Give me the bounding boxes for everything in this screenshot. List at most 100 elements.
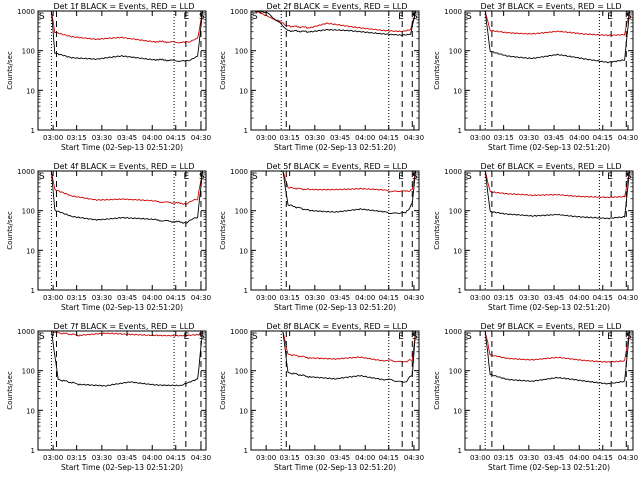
x-axis-label: Start Time (02-Sep-13 02:51:20) (488, 303, 610, 312)
y-axis-label: Counts/sec (433, 51, 441, 90)
y-tick-label: 10 (239, 247, 248, 255)
y-tick-label: 10 (453, 407, 462, 415)
x-tick-label: 04:15 (379, 134, 399, 142)
x-tick-label: 04:00 (142, 134, 162, 142)
marker-s-right: S (412, 332, 418, 342)
x-tick-label: 04:15 (593, 454, 613, 462)
x-tick-label: 03:30 (92, 294, 112, 302)
x-tick-label: 04:30 (191, 294, 211, 302)
series-lld-line (50, 11, 204, 44)
x-tick-label: 04:15 (379, 294, 399, 302)
marker-e-right: E (183, 172, 189, 182)
y-tick-label: 1000 (230, 328, 248, 336)
plot-frame (37, 170, 207, 291)
chart-title: Det 7f BLACK = Events, RED = LLD (53, 322, 194, 331)
marker-e-right: E (183, 12, 189, 22)
y-tick-label: 10 (239, 87, 248, 95)
series-lld-line (484, 331, 631, 363)
marker-e-right: E (607, 12, 613, 22)
x-tick-label: 03:45 (330, 454, 350, 462)
x-tick-label: 04:00 (142, 454, 162, 462)
x-tick-label: 04:00 (142, 294, 162, 302)
x-tick-label: 03:45 (330, 134, 350, 142)
y-tick-label: 10 (239, 407, 248, 415)
x-axis-label: Start Time (02-Sep-13 02:51:20) (61, 143, 183, 152)
series-events-line (282, 171, 417, 215)
y-tick-label: 1 (244, 127, 248, 135)
y-tick-label: 1000 (17, 8, 35, 16)
x-axis-label: Start Time (02-Sep-13 02:51:20) (274, 143, 396, 152)
x-tick-label: 03:15 (494, 134, 514, 142)
y-tick-label: 1 (458, 447, 462, 455)
y-tick-label: 1000 (17, 328, 35, 336)
series-lld-line (251, 11, 417, 33)
y-tick-label: 1000 (444, 168, 462, 176)
x-tick-label: 03:00 (43, 134, 63, 142)
y-tick-label: 100 (449, 208, 462, 216)
y-tick-label: 1 (31, 127, 35, 135)
x-tick-label: 04:30 (618, 294, 638, 302)
y-tick-label: 1000 (230, 168, 248, 176)
x-tick-label: 04:00 (569, 294, 589, 302)
series-events-line (282, 331, 417, 383)
chart-title: Det 5f BLACK = Events, RED = LLD (266, 162, 407, 171)
y-axis-label: Counts/sec (219, 211, 227, 250)
x-tick-label: 03:45 (544, 294, 564, 302)
y-axis-label: Counts/sec (219, 51, 227, 90)
y-tick-label: 10 (26, 407, 35, 415)
chart-title: Det 2f BLACK = Events, RED = LLD (266, 2, 407, 11)
chart-panel: Det 6f BLACK = Events, RED = LLD 1 10 100 10… (433, 162, 638, 312)
x-tick-label: 04:30 (404, 294, 424, 302)
y-tick-label: 100 (235, 48, 248, 56)
y-tick-label: 10 (26, 87, 35, 95)
x-tick-label: 04:15 (379, 454, 399, 462)
marker-s-right: S (626, 172, 632, 182)
series-lld-line (282, 171, 417, 193)
y-tick-label: 100 (22, 368, 35, 376)
x-tick-label: 04:00 (569, 454, 589, 462)
x-tick-label: 03:00 (470, 294, 490, 302)
x-tick-label: 03:45 (544, 454, 564, 462)
chart-title: Det 8f BLACK = Events, RED = LLD (266, 322, 407, 331)
marker-s-right: S (626, 12, 632, 22)
marker-e-right: E (607, 332, 613, 342)
plot-frame (37, 10, 207, 131)
y-axis-label: Counts/sec (6, 51, 14, 90)
chart-title: Det 1f BLACK = Events, RED = LLD (53, 2, 194, 11)
x-tick-label: 04:30 (404, 454, 424, 462)
x-tick-label: 03:30 (92, 134, 112, 142)
x-tick-label: 03:30 (519, 294, 539, 302)
x-tick-label: 04:15 (593, 134, 613, 142)
marker-s-right: S (412, 172, 418, 182)
x-tick-label: 04:15 (166, 294, 186, 302)
chart-panel: Det 5f BLACK = Events, RED = LLD 1 10 100 10… (219, 162, 424, 312)
chart-panel: Det 7f BLACK = Events, RED = LLD 1 10 100 10… (6, 322, 211, 472)
x-tick-label: 04:15 (166, 134, 186, 142)
marker-s-right: S (199, 332, 205, 342)
x-tick-label: 03:15 (67, 134, 87, 142)
marker-s-right: S (199, 12, 205, 22)
x-tick-label: 04:30 (618, 134, 638, 142)
x-tick-label: 03:30 (519, 454, 539, 462)
x-axis-label: Start Time (02-Sep-13 02:51:20) (274, 463, 396, 472)
y-tick-label: 100 (22, 48, 35, 56)
y-tick-label: 1 (31, 287, 35, 295)
chart-title: Det 4f BLACK = Events, RED = LLD (53, 162, 194, 171)
x-tick-label: 03:00 (256, 134, 276, 142)
x-tick-label: 04:30 (191, 454, 211, 462)
y-tick-label: 1000 (444, 8, 462, 16)
marker-s-left: S (39, 12, 45, 22)
x-axis-label: Start Time (02-Sep-13 02:51:20) (61, 303, 183, 312)
y-tick-label: 1000 (230, 8, 248, 16)
x-tick-label: 03:30 (305, 134, 325, 142)
chart-title: Det 9f BLACK = Events, RED = LLD (480, 322, 621, 331)
x-tick-label: 03:15 (67, 454, 87, 462)
marker-e-right: E (398, 332, 404, 342)
plot-frame (250, 330, 420, 451)
x-tick-label: 04:00 (355, 454, 375, 462)
marker-s-right: S (626, 332, 632, 342)
series-events-line (484, 331, 631, 385)
x-tick-label: 03:00 (256, 294, 276, 302)
plot-frame (464, 330, 634, 451)
y-tick-label: 1 (244, 287, 248, 295)
